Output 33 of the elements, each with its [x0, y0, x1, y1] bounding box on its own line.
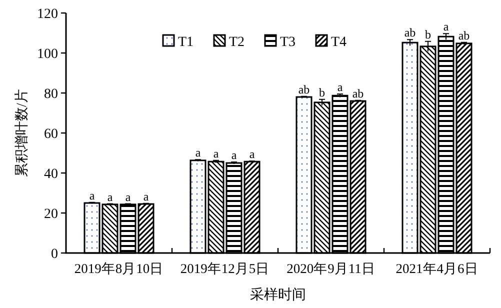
y-tick-label: 40 — [44, 167, 58, 182]
y-tick-label: 20 — [44, 207, 58, 222]
data-label: ab — [352, 86, 364, 100]
data-label: a — [213, 146, 220, 160]
x-axis-title: 采样时间 — [250, 287, 306, 303]
legend-label: T3 — [280, 35, 296, 50]
data-label: a — [443, 20, 450, 34]
y-tick-label: 80 — [44, 87, 58, 102]
data-label: ab — [458, 28, 470, 42]
data-label: a — [107, 190, 114, 204]
y-tick-label: 0 — [51, 247, 58, 262]
data-label: b — [425, 27, 431, 42]
data-label: a — [231, 148, 238, 162]
data-label: a — [89, 188, 96, 202]
legend-label: T1 — [178, 35, 194, 50]
x-tick-label: 2019年12月5日 — [180, 261, 270, 276]
legend-label: T4 — [331, 35, 347, 50]
y-tick-label: 100 — [37, 47, 58, 62]
data-label: a — [195, 146, 202, 160]
y-axis-title: 累积增叶数/片 — [14, 89, 30, 177]
y-tick-label: 120 — [37, 7, 58, 22]
x-tick-label: 2019年8月10日 — [74, 261, 164, 276]
y-tick-label: 60 — [44, 127, 58, 142]
data-label: a — [143, 189, 150, 204]
x-tick-label: 2021年4月6日 — [396, 261, 478, 276]
data-label: a — [125, 190, 132, 204]
data-label: a — [337, 80, 344, 94]
data-label: ab — [404, 26, 416, 40]
data-label: ab — [298, 82, 310, 96]
data-label: b — [319, 85, 325, 100]
legend-label: T2 — [229, 35, 245, 50]
x-tick-label: 2020年9月11日 — [286, 261, 376, 276]
data-label: a — [249, 147, 256, 161]
